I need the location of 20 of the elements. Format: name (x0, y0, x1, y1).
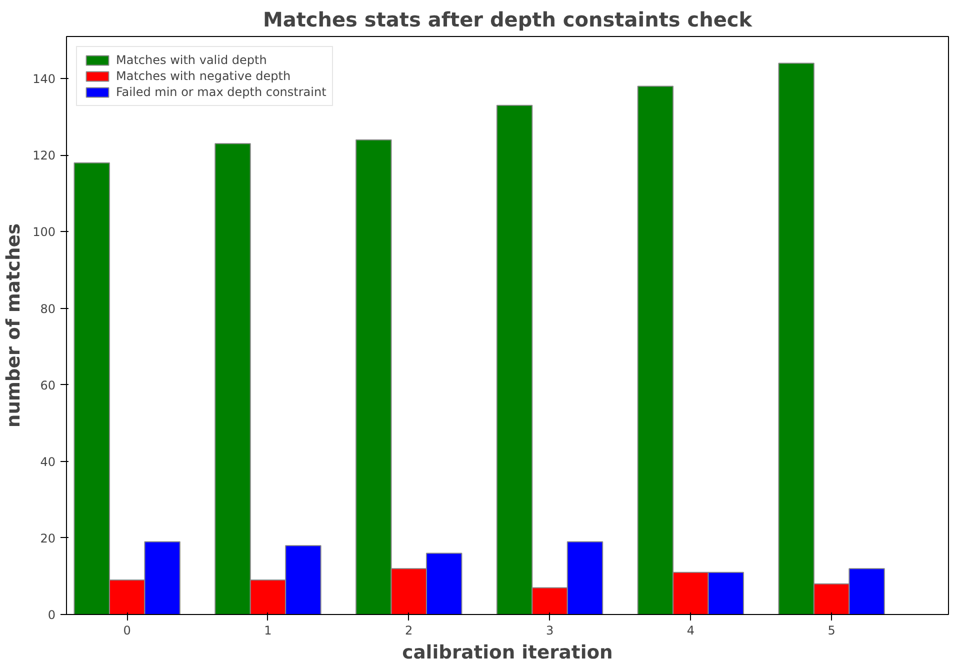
x-tick-label: 0 (123, 624, 131, 638)
x-tick-label: 4 (686, 624, 694, 638)
x-tick-label: 3 (546, 624, 554, 638)
y-tick-label: 100 (32, 225, 56, 240)
chart-title: Matches stats after depth constaints check (262, 8, 753, 32)
x-tick-label: 1 (264, 624, 272, 638)
y-tick-label: 20 (40, 531, 56, 546)
x-tick-label: 5 (828, 624, 836, 638)
y-tick-label: 60 (40, 378, 56, 392)
y-axis-title: number of matches (4, 223, 25, 428)
y-tick-label: 120 (32, 148, 56, 163)
legend-label: Failed min or max depth constraint (116, 85, 326, 99)
legend-label: Matches with negative depth (116, 69, 291, 83)
y-tick-label: 0 (48, 608, 56, 622)
legend-label: Matches with valid depth (116, 53, 267, 67)
y-tick-label: 80 (40, 302, 56, 316)
x-axis-title: calibration iteration (402, 642, 613, 664)
y-tick-label: 40 (40, 454, 56, 469)
y-tick-label: 140 (32, 72, 56, 86)
x-tick-label: 2 (405, 624, 413, 638)
